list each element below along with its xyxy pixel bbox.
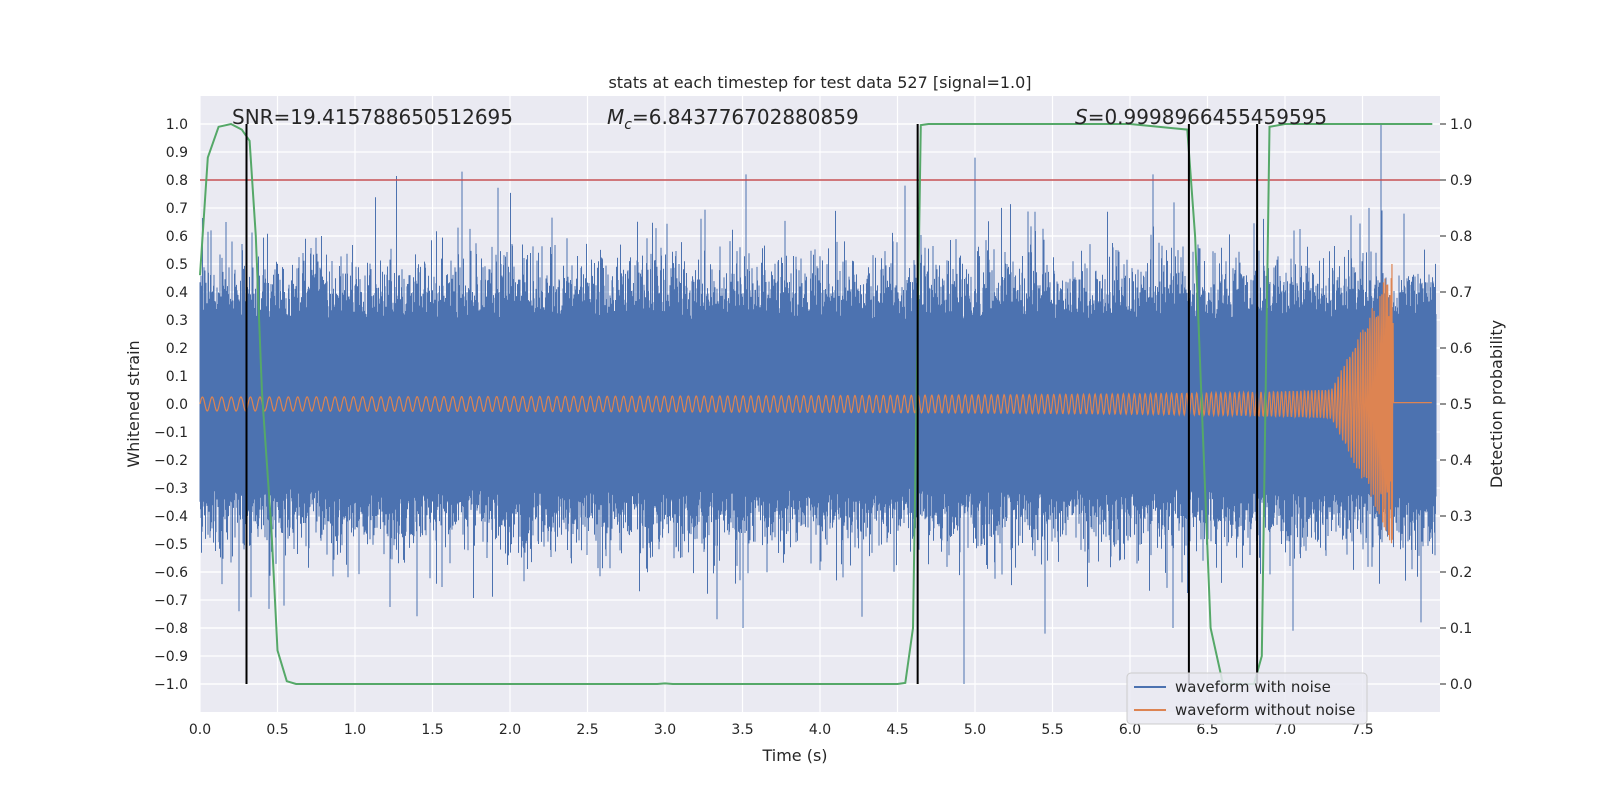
right-y-tick-labels: 0.0 0.1 0.2 0.3 0.4 0.5 0.6 0.7 0.8 0.9 1.0 bbox=[1440, 117, 1472, 693]
series-waveform-without-noise bbox=[199, 263, 1432, 544]
right-y-tick-label: 0.2 bbox=[1450, 565, 1472, 581]
y-tick-label: 0.9 bbox=[166, 145, 188, 161]
right-y-tick-label: 0.8 bbox=[1450, 229, 1472, 245]
legend-label-noise: waveform with noise bbox=[1175, 678, 1331, 696]
y-tick-label: 0.4 bbox=[166, 285, 188, 301]
x-tick-label: 2.5 bbox=[576, 722, 598, 738]
score-value: =0.9998966455459595 bbox=[1088, 105, 1327, 129]
x-tick-label: 0.5 bbox=[266, 722, 288, 738]
chirp-mass-annotation: Mc=6.843776702880859 bbox=[607, 105, 859, 133]
score-symbol: S bbox=[1075, 105, 1088, 129]
x-tick-label: 5.5 bbox=[1041, 722, 1063, 738]
y-tick-label: −0.7 bbox=[154, 593, 188, 609]
x-tick-labels: 0.0 0.5 1.0 1.5 2.0 2.5 3.0 3.5 4.0 4.5 5.0 5.5 6.0 6… bbox=[189, 722, 1374, 738]
y-tick-label: 0.2 bbox=[166, 341, 188, 357]
y-tick-label: 0.3 bbox=[166, 313, 188, 329]
chirp-mass-symbol: M bbox=[607, 105, 624, 129]
x-tick-label: 2.0 bbox=[499, 722, 521, 738]
legend-box bbox=[1126, 672, 1368, 725]
x-tick-label: 5.0 bbox=[964, 722, 986, 738]
legend: waveform with noise waveform without noi… bbox=[1126, 672, 1368, 725]
right-y-tick-label: 0.3 bbox=[1450, 509, 1472, 525]
y-tick-label: 0.1 bbox=[166, 369, 188, 385]
y-tick-label: −0.6 bbox=[154, 565, 188, 581]
score-annotation: S=0.9998966455459595 bbox=[1075, 105, 1327, 129]
x-tick-label: 1.0 bbox=[344, 722, 366, 738]
right-y-tick-label: 0.1 bbox=[1450, 621, 1472, 637]
chart-title: stats at each timestep for test data 527… bbox=[608, 73, 1031, 92]
y-tick-labels: −1.0 −0.9 −0.8 −0.7 −0.6 −0.5 −0.4 −0.3 −0.2 −0.1… bbox=[154, 117, 188, 693]
y-tick-label: 0.5 bbox=[166, 257, 188, 273]
y-tick-label: 0.7 bbox=[166, 201, 188, 217]
y-tick-label: −0.5 bbox=[154, 537, 188, 553]
right-y-tick-label: 0.6 bbox=[1450, 341, 1472, 357]
x-tick-label: 7.0 bbox=[1274, 722, 1296, 738]
x-axis-label: Time (s) bbox=[761, 746, 827, 765]
x-tick-label: 1.5 bbox=[421, 722, 443, 738]
right-y-tick-label: 0.9 bbox=[1450, 173, 1472, 189]
y-tick-label: 0.0 bbox=[166, 397, 188, 413]
y-tick-label: 0.6 bbox=[166, 229, 188, 245]
chirp-mass-value: =6.843776702880859 bbox=[632, 105, 859, 129]
y-tick-label: −0.2 bbox=[154, 453, 188, 469]
y-tick-label: −0.1 bbox=[154, 425, 188, 441]
series-waveform-with-noise bbox=[199, 124, 1437, 684]
chirp-mass-subscript: c bbox=[624, 117, 632, 133]
legend-label-clean: waveform without noise bbox=[1175, 701, 1355, 719]
x-tick-label: 4.0 bbox=[809, 722, 831, 738]
y-tick-label: 1.0 bbox=[166, 117, 188, 133]
x-tick-label: 3.5 bbox=[731, 722, 753, 738]
y-tick-label: −0.9 bbox=[154, 649, 188, 665]
x-tick-label: 6.5 bbox=[1196, 722, 1218, 738]
y-tick-label: −0.3 bbox=[154, 481, 188, 497]
snr-annotation: SNR=19.415788650512695 bbox=[232, 105, 513, 129]
x-tick-label: 7.5 bbox=[1351, 722, 1373, 738]
y-tick-label: −1.0 bbox=[154, 677, 188, 693]
y-tick-label: −0.4 bbox=[154, 509, 188, 525]
x-tick-label: 6.0 bbox=[1119, 722, 1141, 738]
vertical-markers bbox=[245, 124, 1259, 684]
right-y-tick-label: 1.0 bbox=[1450, 117, 1472, 133]
y-tick-label: 0.8 bbox=[166, 173, 188, 189]
x-tick-label: 3.0 bbox=[654, 722, 676, 738]
right-y-axis-label: Detection probability bbox=[1487, 320, 1506, 488]
right-y-tick-label: 0.5 bbox=[1450, 397, 1472, 413]
right-y-tick-label: 0.4 bbox=[1450, 453, 1472, 469]
right-y-tick-label: 0.7 bbox=[1450, 285, 1472, 301]
x-tick-label: 4.5 bbox=[886, 722, 908, 738]
right-y-tick-label: 0.0 bbox=[1450, 677, 1472, 693]
y-tick-label: −0.8 bbox=[154, 621, 188, 637]
x-tick-label: 0.0 bbox=[189, 722, 211, 738]
y-axis-label: Whitened strain bbox=[124, 340, 143, 467]
